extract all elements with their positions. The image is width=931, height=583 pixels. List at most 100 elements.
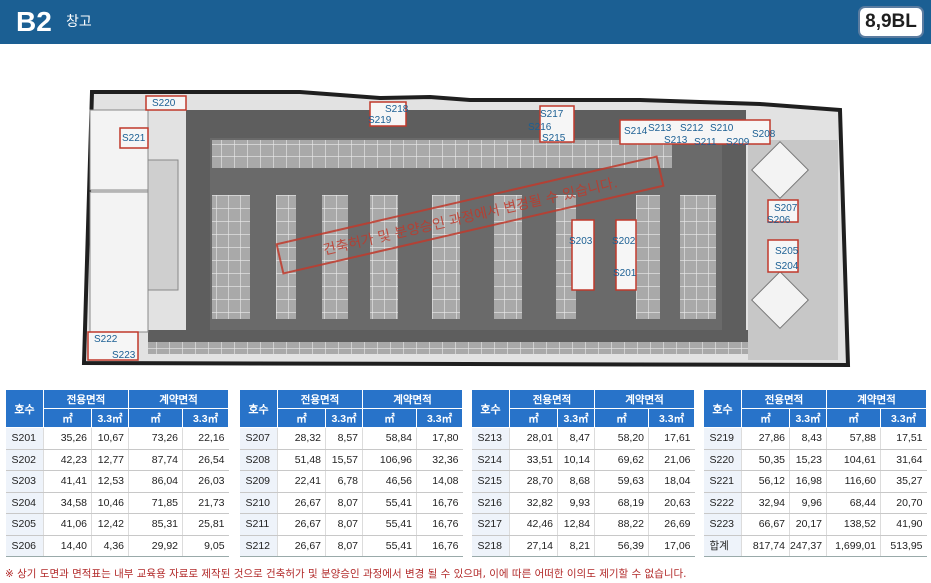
table-row: S201 35,26 10,67 73,26 22,16 [5, 427, 229, 450]
area-cell: 28,01 [509, 427, 558, 450]
area-cell: 27,14 [509, 535, 558, 557]
area-cell: 22,41 [277, 470, 326, 493]
area-cell: 69,62 [594, 449, 649, 471]
area-cell: 17,51 [880, 427, 927, 450]
area-cell: 8,07 [324, 513, 363, 536]
col-header-unit: 호수 [703, 389, 742, 428]
area-cell: 55,41 [362, 535, 417, 557]
unit-id-cell: S215 [471, 470, 510, 493]
area-cell: 8,68 [556, 470, 595, 493]
unit-label: S218 [385, 104, 409, 115]
area-cell: 10,14 [556, 449, 595, 471]
unit-id-cell: 합계 [703, 535, 742, 557]
col-header-exclusive: 전용면적 [740, 389, 828, 409]
unit-label: S221 [122, 133, 146, 144]
area-cell: 16,76 [416, 535, 463, 557]
table-row: S205 41,06 12,42 85,31 25,81 [5, 513, 229, 536]
table-row: S204 34,58 10,46 71,85 21,73 [5, 492, 229, 514]
col-header-contract: 계약면적 [594, 389, 696, 409]
area-cell: 32,94 [741, 492, 790, 514]
unit-label: S213 [648, 123, 672, 134]
table-row: S206 14,40 4,36 29,92 9,05 [5, 535, 229, 557]
unit-label: S220 [152, 98, 176, 109]
area-cell: 12,77 [90, 449, 129, 471]
col-header-unit: 호수 [5, 389, 44, 428]
unit-label: S203 [569, 236, 593, 247]
area-cell: 57,88 [826, 427, 881, 450]
area-cell: 50,35 [741, 449, 790, 471]
area-cell: 12,53 [90, 470, 129, 493]
table-row: S221 56,12 16,98 116,60 35,27 [703, 470, 927, 493]
unit-label: S222 [94, 334, 118, 345]
unit-label: S216 [528, 122, 552, 133]
area-cell: 68,19 [594, 492, 649, 514]
area-cell: 17,61 [648, 427, 695, 450]
unit-label: S201 [613, 268, 637, 279]
area-cell: 1,699,01 [826, 535, 881, 557]
area-cell: 29,92 [128, 535, 183, 557]
unit-id-cell: S202 [5, 449, 44, 471]
col-header-sqm: ㎡ [128, 408, 184, 428]
area-cell: 26,54 [182, 449, 229, 471]
col-header-exclusive: 전용면적 [276, 389, 364, 409]
area-cell: 21,06 [648, 449, 695, 471]
col-header-sqm: ㎡ [43, 408, 92, 428]
unit-id-cell: S217 [471, 513, 510, 536]
unit-label: S217 [540, 109, 564, 120]
table-row: S217 42,46 12,84 88,22 26,69 [471, 513, 695, 536]
col-header-unit: 호수 [239, 389, 278, 428]
area-cell: 88,22 [594, 513, 649, 536]
table-row: S218 27,14 8,21 56,39 17,06 [471, 535, 695, 557]
area-cell: 58,20 [594, 427, 649, 450]
area-cell: 8,21 [556, 535, 595, 557]
unit-label: S223 [112, 350, 136, 361]
unit-id-cell: S219 [703, 427, 742, 450]
area-cell: 817,74 [741, 535, 790, 557]
table-row: S203 41,41 12,53 86,04 26,03 [5, 470, 229, 493]
unit-id-cell: S216 [471, 492, 510, 514]
unit-label: S212 [680, 123, 704, 134]
unit-id-cell: S209 [239, 470, 278, 493]
footnote: ※ 상기 도면과 면적표는 내부 교육용 자료로 제작된 것으로 건축허가 및 … [5, 568, 687, 580]
col-header-sqm: ㎡ [509, 408, 558, 428]
col-header-exclusive: 전용면적 [42, 389, 130, 409]
table-row: S215 28,70 8,68 59,63 18,04 [471, 470, 695, 493]
col-header-pyeong: 3.3㎡ [324, 408, 364, 428]
area-cell: 28,70 [509, 470, 558, 493]
unit-label: S208 [752, 129, 776, 140]
header-bar: B2 창고 8,9BL [0, 0, 931, 44]
area-cell: 16,98 [788, 470, 827, 493]
area-cell: 12,84 [556, 513, 595, 536]
col-header-pyeong: 3.3㎡ [880, 408, 928, 428]
unit-id-cell: S208 [239, 449, 278, 471]
area-cell: 26,67 [277, 492, 326, 514]
area-cell: 25,81 [182, 513, 229, 536]
area-cell: 14,40 [43, 535, 92, 557]
unit-id-cell: S223 [703, 513, 742, 536]
unit-id-cell: S220 [703, 449, 742, 471]
unit-label: S206 [767, 215, 791, 226]
unit-label: S211 [694, 137, 717, 148]
area-cell: 26,67 [277, 513, 326, 536]
unit-id-cell: S201 [5, 427, 44, 450]
area-cell: 16,76 [416, 492, 463, 514]
table-row: S207 28,32 8,57 58,84 17,80 [239, 427, 463, 450]
col-header-pyeong: 3.3㎡ [648, 408, 696, 428]
col-header-unit: 호수 [471, 389, 510, 428]
col-header-contract: 계약면적 [826, 389, 928, 409]
col-header-sqm: ㎡ [362, 408, 418, 428]
unit-label: S213 [664, 135, 688, 146]
unit-id-cell: S213 [471, 427, 510, 450]
area-cell: 59,63 [594, 470, 649, 493]
unit-label: S215 [542, 133, 566, 144]
floor-plan: 건축허가 및 분양승인 과정에서 변경될 수 있습니다. S220 S218 S… [81, 90, 851, 368]
col-header-exclusive: 전용면적 [508, 389, 596, 409]
unit-label: S210 [710, 123, 734, 134]
area-cell: 15,57 [324, 449, 363, 471]
area-cell: 16,76 [416, 513, 463, 536]
unit-id-cell: S205 [5, 513, 44, 536]
col-header-sqm: ㎡ [826, 408, 882, 428]
area-cell: 42,46 [509, 513, 558, 536]
unit-label: S204 [775, 261, 799, 272]
